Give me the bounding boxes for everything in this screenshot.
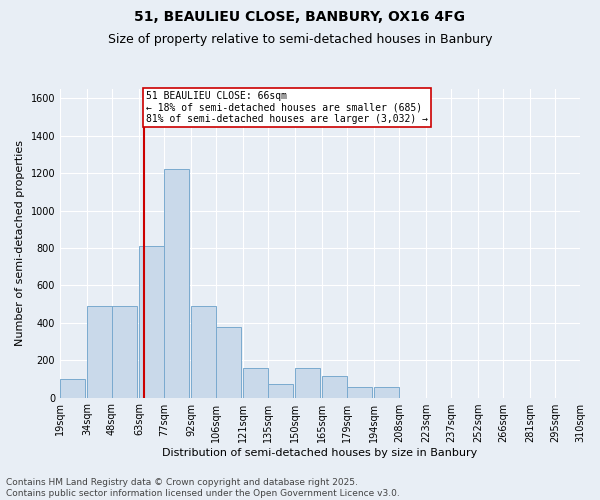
Bar xyxy=(216,326,241,398)
Bar xyxy=(60,379,85,398)
Bar xyxy=(112,306,137,398)
Text: Size of property relative to semi-detached houses in Banbury: Size of property relative to semi-detach… xyxy=(108,32,492,46)
Y-axis label: Number of semi-detached properties: Number of semi-detached properties xyxy=(15,140,25,346)
Bar xyxy=(243,368,268,398)
Bar xyxy=(347,388,372,398)
Bar xyxy=(268,384,293,398)
Text: Contains HM Land Registry data © Crown copyright and database right 2025.
Contai: Contains HM Land Registry data © Crown c… xyxy=(6,478,400,498)
Text: 51 BEAULIEU CLOSE: 66sqm
← 18% of semi-detached houses are smaller (685)
81% of : 51 BEAULIEU CLOSE: 66sqm ← 18% of semi-d… xyxy=(146,91,428,124)
X-axis label: Distribution of semi-detached houses by size in Banbury: Distribution of semi-detached houses by … xyxy=(163,448,478,458)
Bar xyxy=(139,246,164,398)
Text: 51, BEAULIEU CLOSE, BANBURY, OX16 4FG: 51, BEAULIEU CLOSE, BANBURY, OX16 4FG xyxy=(134,10,466,24)
Bar xyxy=(87,306,112,398)
Bar xyxy=(374,388,399,398)
Bar xyxy=(322,376,347,398)
Bar xyxy=(191,306,216,398)
Bar xyxy=(295,368,320,398)
Bar xyxy=(164,170,189,398)
